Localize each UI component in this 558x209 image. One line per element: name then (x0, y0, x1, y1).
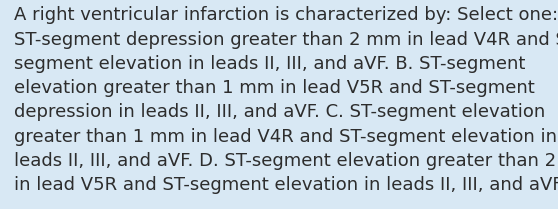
Text: A right ventricular infarction is characterized by: Select one: A.
ST-segment de: A right ventricular infarction is charac… (14, 6, 558, 194)
